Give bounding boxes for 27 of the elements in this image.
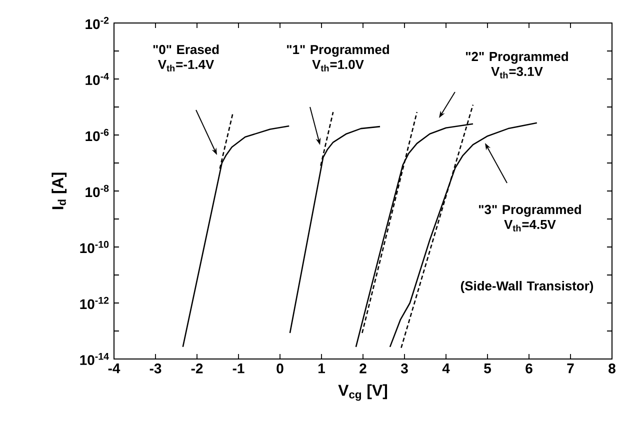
x-tick-label: 3	[400, 364, 408, 374]
x-tick-label: 1	[318, 364, 325, 374]
x-tick-label: 8	[608, 364, 616, 374]
x-axis-title: V$_{cg}$ [V]	[338, 384, 388, 401]
x-tick-label: -4	[108, 364, 120, 374]
annotation: "2" Programmed V$_{th}$=3.1V	[466, 52, 568, 78]
x-tick-label: 6	[526, 364, 532, 374]
x-tick-label: 2	[360, 364, 366, 374]
x-tick-label: -2	[191, 364, 203, 374]
x-tick-label: 7	[567, 364, 574, 374]
y-tick-label: 10$^{-8}$	[86, 184, 109, 198]
y-tick-label: 10$^{-12}$	[80, 296, 109, 310]
x-tick-label: 5	[484, 364, 491, 374]
annotation: "3" Programmed V$_{th}$=4.5V	[478, 204, 581, 232]
y-tick-label: 10$^{-14}$	[80, 352, 109, 366]
annotation: "0" Erased V$_{th}$=-1.4V	[153, 44, 219, 72]
y-tick-label: 10$^{-4}$	[86, 72, 109, 86]
y-tick-label: 10$^{-10}$	[80, 240, 109, 254]
x-tick-label: 4	[442, 364, 450, 374]
annotation: "1" Programmed V$_{th}$=1.0V	[287, 44, 389, 72]
y-tick-label: 10$^{-6}$	[86, 128, 109, 142]
annotation: (Side-Wall Transistor)	[460, 280, 594, 294]
x-tick-label: -1	[232, 364, 244, 374]
y-axis-title: I$_{d}$ [A]	[52, 172, 67, 210]
y-tick-label: 10$^{-2}$	[86, 16, 109, 30]
x-tick-label: 0	[276, 364, 284, 374]
x-tick-label: -3	[150, 364, 162, 374]
